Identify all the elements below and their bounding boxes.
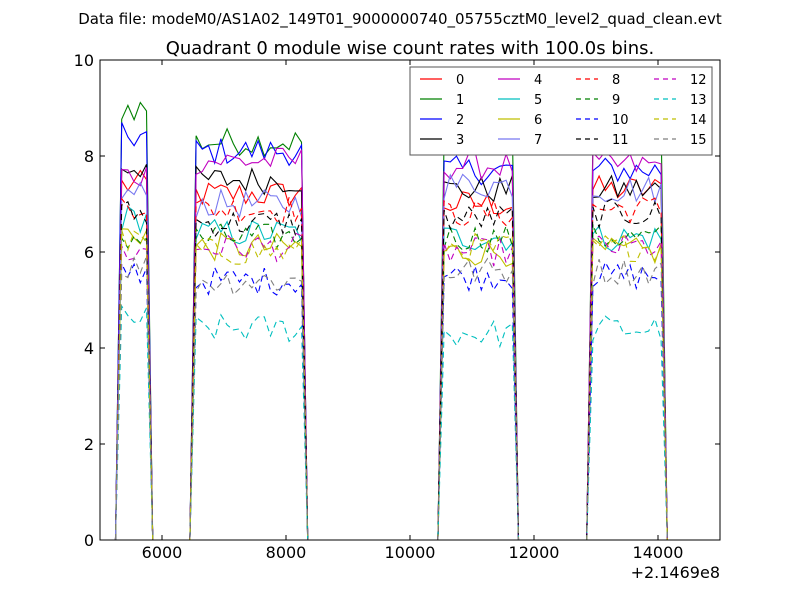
series-line-4 xyxy=(114,147,668,541)
legend-label-10: 10 xyxy=(612,113,629,128)
legend-label-0: 0 xyxy=(456,73,464,88)
y-tick-label: 0 xyxy=(84,531,94,550)
x-tick-label: 8000 xyxy=(266,543,307,562)
legend-label-8: 8 xyxy=(612,73,620,88)
data-file-label: Data file: modeM0/AS1A02_149T01_90000007… xyxy=(78,10,722,29)
legend-label-15: 15 xyxy=(690,133,707,148)
series-line-7 xyxy=(114,173,668,541)
legend-label-12: 12 xyxy=(690,73,707,88)
y-tick-label: 6 xyxy=(84,243,94,262)
y-tick-label: 10 xyxy=(74,51,94,70)
y-tick-label: 2 xyxy=(84,435,94,454)
series-line-13 xyxy=(114,304,668,541)
series-line-14 xyxy=(114,230,668,541)
series-line-8 xyxy=(114,197,668,541)
series-line-1 xyxy=(114,101,668,541)
legend-label-7: 7 xyxy=(534,133,542,148)
y-tick-label: 4 xyxy=(84,339,94,358)
x-tick-label: 10000 xyxy=(385,543,436,562)
legend-label-9: 9 xyxy=(612,93,620,108)
legend-box xyxy=(409,66,713,156)
x-tick-label: 6000 xyxy=(142,543,183,562)
legend-label-4: 4 xyxy=(534,73,542,88)
series-line-0 xyxy=(114,169,668,541)
y-tick-label: 8 xyxy=(84,147,94,166)
series-line-5 xyxy=(114,205,668,541)
series-line-15 xyxy=(114,256,668,541)
series-line-12 xyxy=(114,232,668,541)
series-line-10 xyxy=(114,260,668,541)
legend-label-13: 13 xyxy=(690,93,707,108)
legend-label-6: 6 xyxy=(534,113,542,128)
plot-lines xyxy=(114,101,668,541)
series-line-2 xyxy=(114,122,668,541)
chart-title: Quadrant 0 module wise count rates with … xyxy=(166,38,655,59)
series-line-6 xyxy=(114,228,668,541)
legend-label-14: 14 xyxy=(690,113,707,128)
legend-label-5: 5 xyxy=(534,93,542,108)
legend-label-11: 11 xyxy=(612,133,629,148)
x-offset-label: +2.1469e8 xyxy=(631,563,720,582)
legend-label-3: 3 xyxy=(456,133,464,148)
series-line-11 xyxy=(114,198,668,541)
x-tick-label: 14000 xyxy=(633,543,684,562)
series-line-9 xyxy=(114,223,668,541)
x-tick-label: 12000 xyxy=(509,543,560,562)
legend-label-1: 1 xyxy=(456,93,464,108)
legend-label-2: 2 xyxy=(456,113,464,128)
